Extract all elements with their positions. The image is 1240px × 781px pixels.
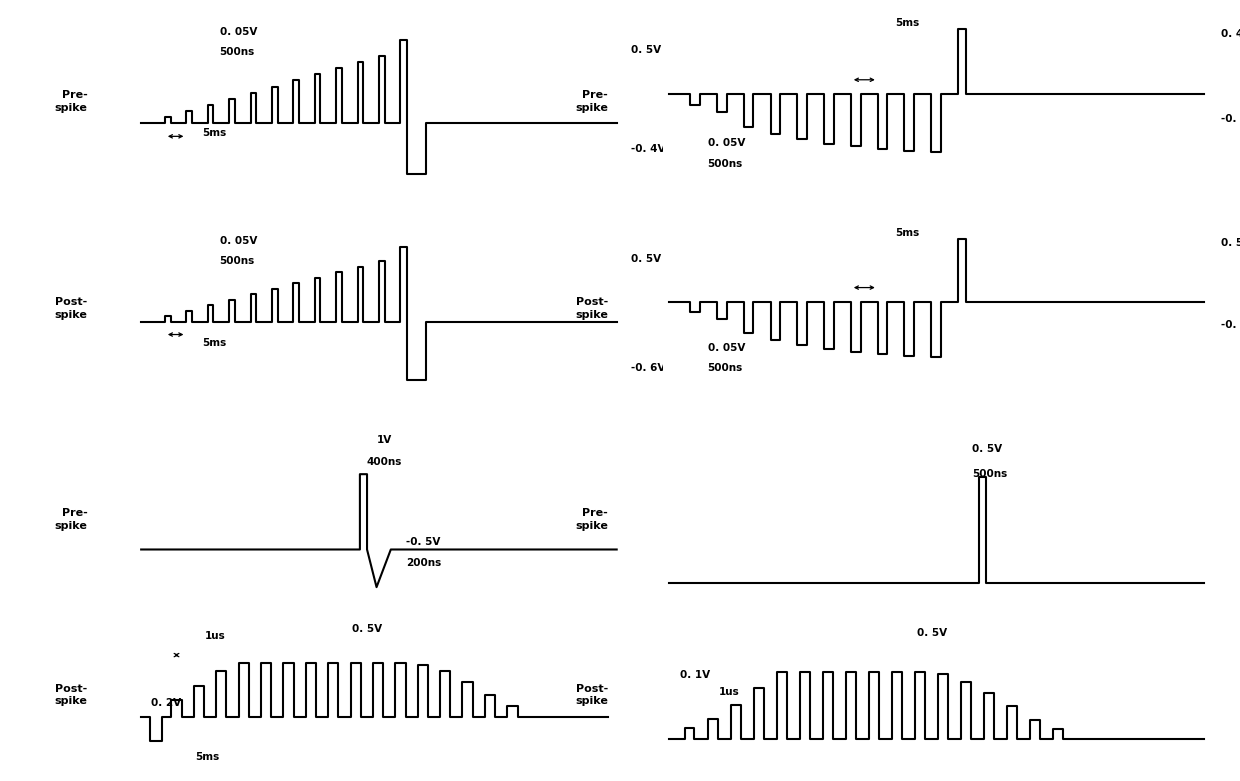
Text: 5ms: 5ms [895,19,919,28]
Text: 0. 5V: 0. 5V [972,444,1002,454]
Text: Post-
spike: Post- spike [55,684,87,706]
Text: 0. 05V: 0. 05V [708,138,745,148]
Text: 1us: 1us [719,687,739,697]
Text: 200ns: 200ns [405,558,441,568]
Text: Post-
spike: Post- spike [575,684,609,706]
Text: -0. 5V: -0. 5V [1220,320,1240,330]
Text: 0. 5V: 0. 5V [1220,238,1240,248]
Text: 500ns: 500ns [708,363,743,373]
Text: Pre-
spike: Pre- spike [55,508,87,530]
Text: 0. 5V: 0. 5V [631,45,661,55]
Text: Pre-
spike: Pre- spike [55,91,87,112]
Text: Pre-
spike: Pre- spike [575,91,609,112]
Text: 1us: 1us [205,631,226,641]
Text: Pre-
spike: Pre- spike [575,508,609,530]
Text: 500ns: 500ns [219,255,255,266]
Text: 5ms: 5ms [895,228,919,238]
Text: 0. 05V: 0. 05V [219,236,257,246]
Text: Post-
spike: Post- spike [55,298,87,319]
Text: -0. 5V: -0. 5V [1220,114,1240,124]
Text: -0. 4V: -0. 4V [631,144,666,155]
Text: 5ms: 5ms [195,752,219,761]
Text: Post-
spike: Post- spike [575,298,609,319]
Text: 0. 1V: 0. 1V [680,670,711,680]
Text: 500ns: 500ns [219,47,255,57]
Text: 0. 5V: 0. 5V [352,624,382,634]
Text: -0. 6V: -0. 6V [631,363,666,373]
Text: 1V: 1V [377,436,392,445]
Text: 0. 5V: 0. 5V [918,628,947,638]
Text: 500ns: 500ns [708,159,743,169]
Text: 0. 05V: 0. 05V [708,344,745,354]
Text: 0. 2V: 0. 2V [151,698,181,708]
Text: 0. 05V: 0. 05V [219,27,257,37]
Text: 5ms: 5ms [202,337,227,348]
Text: -0. 5V: -0. 5V [405,537,440,547]
Text: 500ns: 500ns [972,469,1008,480]
Text: 0. 5V: 0. 5V [631,254,661,264]
Text: 0. 4V: 0. 4V [1220,29,1240,38]
Text: 400ns: 400ns [367,457,402,466]
Text: 5ms: 5ms [202,128,227,138]
